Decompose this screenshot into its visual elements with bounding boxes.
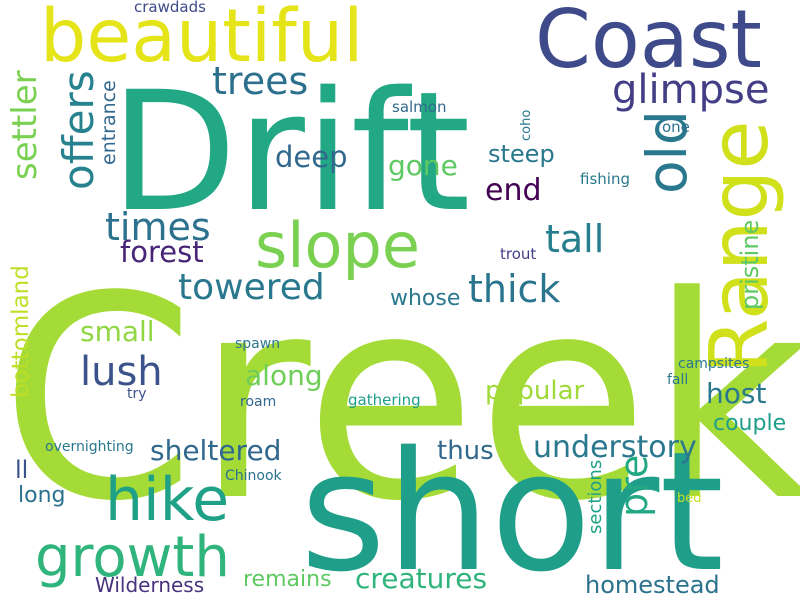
word-times: times [105, 205, 211, 249]
word-coho: coho [519, 109, 534, 141]
word-ll: ll [15, 456, 29, 484]
word-creatures: creatures [355, 562, 488, 595]
word-glimpse: glimpse [612, 67, 770, 113]
word-gathering: gathering [348, 391, 421, 409]
word-long: long [18, 483, 66, 508]
word-popular: popular [485, 376, 585, 406]
word-fishing: fishing [580, 170, 630, 188]
word-sections: sections [585, 459, 606, 534]
word-beautiful: beautiful [40, 0, 364, 79]
word-thick: thick [468, 267, 561, 311]
word-tall: tall [545, 217, 605, 261]
word-homestead: homestead [585, 571, 720, 599]
word-offers: offers [54, 70, 103, 190]
word-salmon: salmon [392, 98, 447, 116]
word-end: end [485, 173, 542, 208]
word-try: try [127, 386, 147, 402]
word-slope: slope [255, 209, 420, 282]
word-remains: remains [243, 567, 332, 592]
word-bed: bed [677, 491, 702, 506]
word-fall: fall [667, 372, 689, 388]
word-wilderness: Wilderness [95, 573, 205, 597]
word-one: one [662, 118, 690, 136]
word-growth: growth [35, 525, 230, 590]
word-small: small [80, 315, 155, 348]
word-trees: trees [212, 59, 309, 103]
word-towered: towered [178, 267, 325, 308]
word-overnighting: overnighting [45, 439, 134, 455]
word-drift: Drift [110, 56, 471, 248]
word-host: host [706, 377, 767, 410]
word-short: short [300, 416, 725, 600]
word-deep: deep [275, 140, 348, 174]
word-pristine: pristine [736, 219, 764, 310]
word-lush: lush [80, 349, 163, 395]
word-entrance: entrance [98, 80, 120, 165]
word-hike: hike [105, 465, 230, 535]
word-gone: gone [388, 149, 458, 182]
word-coast: Coast [535, 0, 762, 86]
word-bottomland: bottomland [8, 265, 34, 398]
word-spawn: spawn [235, 336, 281, 352]
word-creek: Creek [0, 237, 800, 563]
word-crawdads: crawdads [134, 0, 206, 16]
word-campsites: campsites [678, 356, 750, 372]
word-understory: understory [533, 430, 697, 465]
word-roam: roam [240, 394, 277, 410]
word-along: along [245, 359, 323, 392]
word-steep: steep [488, 140, 555, 168]
word-couple: couple [713, 411, 787, 436]
word-thus: thus [437, 436, 494, 466]
word-whose: whose [390, 286, 461, 311]
word-settler: settler [5, 70, 45, 180]
word-forest: forest [120, 235, 204, 269]
word-chinook: Chinook [225, 468, 282, 484]
word-sheltered: sheltered [150, 434, 282, 467]
word-trout: trout [500, 245, 537, 263]
